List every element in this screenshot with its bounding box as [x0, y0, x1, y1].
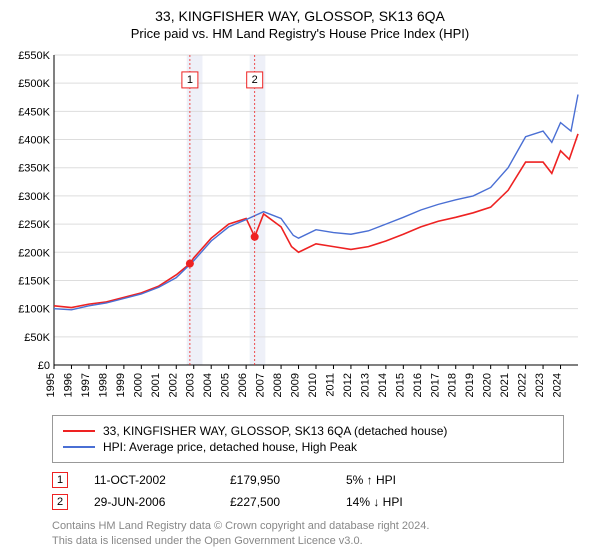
legend: 33, KINGFISHER WAY, GLOSSOP, SK13 6QA (d…	[52, 415, 564, 463]
footnote-line-1: Contains HM Land Registry data © Crown c…	[52, 520, 429, 532]
svg-text:2024: 2024	[552, 373, 564, 397]
svg-text:£200K: £200K	[18, 247, 50, 259]
sale-price: £227,500	[230, 495, 320, 509]
svg-text:2018: 2018	[447, 373, 459, 397]
svg-text:2022: 2022	[517, 373, 529, 397]
sale-date: 29-JUN-2006	[94, 495, 204, 509]
legend-label: HPI: Average price, detached house, High…	[103, 440, 357, 454]
legend-label: 33, KINGFISHER WAY, GLOSSOP, SK13 6QA (d…	[103, 424, 447, 438]
sale-price: £179,950	[230, 473, 320, 487]
sale-date: 11-OCT-2002	[94, 473, 204, 487]
sale-delta: 5% ↑ HPI	[346, 473, 396, 487]
svg-text:2: 2	[252, 74, 258, 86]
svg-text:2020: 2020	[482, 373, 494, 397]
svg-text:2005: 2005	[220, 373, 232, 397]
svg-text:1999: 1999	[115, 373, 127, 397]
svg-text:2015: 2015	[394, 373, 406, 397]
svg-text:£350K: £350K	[18, 163, 50, 175]
footnote-line-2: This data is licensed under the Open Gov…	[52, 535, 363, 547]
svg-text:£500K: £500K	[18, 78, 50, 90]
svg-text:2017: 2017	[429, 373, 441, 397]
svg-text:2000: 2000	[132, 373, 144, 397]
svg-text:1: 1	[187, 74, 193, 86]
chart-container: £0 £50K £100K £150K £200K £250K £300K £350K £400…	[8, 49, 592, 409]
svg-text:£100K: £100K	[18, 304, 50, 316]
svg-text:1995: 1995	[45, 373, 57, 397]
svg-text:2009: 2009	[290, 373, 302, 397]
svg-text:£50K: £50K	[24, 332, 50, 344]
svg-text:2001: 2001	[150, 373, 162, 397]
svg-text:£300K: £300K	[18, 191, 50, 203]
svg-text:1997: 1997	[80, 373, 92, 397]
legend-item: 33, KINGFISHER WAY, GLOSSOP, SK13 6QA (d…	[63, 424, 553, 438]
svg-text:2014: 2014	[377, 373, 389, 397]
chart-subtitle: Price paid vs. HM Land Registry's House …	[8, 26, 592, 41]
svg-text:£550K: £550K	[18, 50, 50, 62]
sale-marker: 1	[52, 472, 68, 488]
svg-text:2010: 2010	[307, 373, 319, 397]
svg-text:2016: 2016	[412, 373, 424, 397]
footnote: Contains HM Land Registry data © Crown c…	[52, 519, 564, 549]
svg-text:2012: 2012	[342, 373, 354, 397]
svg-text:2004: 2004	[202, 373, 214, 397]
svg-text:2002: 2002	[167, 373, 179, 397]
sale-delta: 14% ↓ HPI	[346, 495, 403, 509]
svg-text:1996: 1996	[62, 373, 74, 397]
chart-title: 33, KINGFISHER WAY, GLOSSOP, SK13 6QA	[8, 8, 592, 24]
sale-row: 2 29-JUN-2006 £227,500 14% ↓ HPI	[52, 491, 564, 513]
legend-swatch	[63, 430, 95, 432]
svg-text:2019: 2019	[464, 373, 476, 397]
svg-text:£150K: £150K	[18, 275, 50, 287]
sale-marker: 2	[52, 494, 68, 510]
svg-text:£0: £0	[38, 360, 50, 372]
svg-text:£450K: £450K	[18, 106, 50, 118]
line-chart: £0 £50K £100K £150K £200K £250K £300K £350K £400…	[8, 49, 592, 409]
svg-text:2006: 2006	[237, 373, 249, 397]
svg-text:2011: 2011	[324, 373, 336, 397]
svg-text:2007: 2007	[255, 373, 267, 397]
svg-text:1998: 1998	[97, 373, 109, 397]
legend-swatch	[63, 446, 95, 448]
svg-text:£250K: £250K	[18, 219, 50, 231]
sale-row: 1 11-OCT-2002 £179,950 5% ↑ HPI	[52, 469, 564, 491]
sales-table: 1 11-OCT-2002 £179,950 5% ↑ HPI 2 29-JUN-2006…	[52, 469, 564, 513]
svg-text:2023: 2023	[534, 373, 546, 397]
svg-text:2021: 2021	[499, 373, 511, 397]
legend-item: HPI: Average price, detached house, High…	[63, 440, 553, 454]
svg-text:2003: 2003	[185, 373, 197, 397]
svg-text:2008: 2008	[272, 373, 284, 397]
svg-text:£400K: £400K	[18, 135, 50, 147]
svg-text:2013: 2013	[359, 373, 371, 397]
